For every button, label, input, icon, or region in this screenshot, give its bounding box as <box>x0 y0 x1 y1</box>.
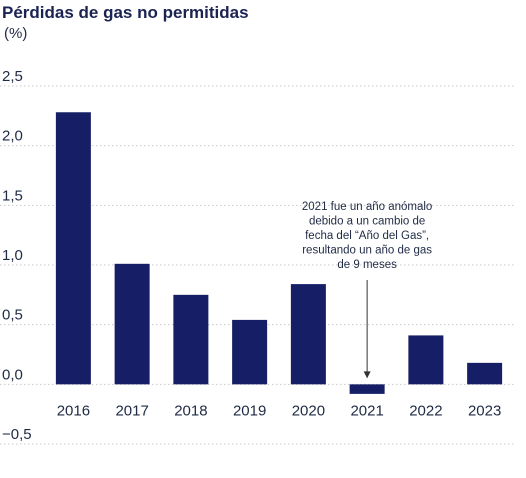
chart-title: Pérdidas de gas no permitidas <box>2 3 249 22</box>
bar-2017 <box>114 263 150 385</box>
x-tick-label: 2019 <box>233 402 266 419</box>
annotation-line: resultando un año de gas <box>302 245 432 257</box>
bar-2022 <box>408 335 444 385</box>
bars <box>55 112 503 394</box>
y-tick-label: −0,5 <box>2 426 32 443</box>
x-tick-label: 2017 <box>115 402 148 419</box>
y-tick-label: 1,0 <box>2 247 23 264</box>
annotation: 2021 fue un año anómalo debido a un cambi… <box>302 201 432 379</box>
annotation-line: 2021 fue un año anómalo <box>302 201 432 213</box>
y-axis-unit: (%) <box>4 25 28 42</box>
annotation-arrowhead <box>363 371 371 379</box>
y-tick-label: 0,5 <box>2 307 23 324</box>
bar-2023 <box>467 362 503 385</box>
x-axis-tick-labels: 2016 2017 2018 2019 2020 2021 2022 2023 <box>57 402 502 419</box>
bar-2020 <box>290 284 326 385</box>
x-tick-label: 2022 <box>409 402 442 419</box>
annotation-line: de 9 meses <box>337 259 397 271</box>
y-tick-label: 0,0 <box>2 366 23 383</box>
y-axis-tick-labels: −0,5 0,0 0,5 1,0 1,5 2,0 2,5 <box>2 68 32 443</box>
y-tick-label: 2,5 <box>2 68 23 85</box>
x-tick-label: 2023 <box>468 402 501 419</box>
x-tick-label: 2020 <box>292 402 325 419</box>
y-tick-label: 1,5 <box>2 187 23 204</box>
x-tick-label: 2018 <box>174 402 207 419</box>
x-tick-label: 2016 <box>57 402 90 419</box>
annotation-line: debido a un cambio de <box>309 216 425 228</box>
x-tick-label: 2021 <box>350 402 383 419</box>
bar-2019 <box>232 319 268 385</box>
bar-2018 <box>173 294 209 385</box>
bar-2016 <box>55 112 91 385</box>
y-tick-label: 2,0 <box>2 128 23 145</box>
annotation-line: fecha del “Año del Gas”, <box>305 230 429 242</box>
bar-2021 <box>349 384 385 394</box>
